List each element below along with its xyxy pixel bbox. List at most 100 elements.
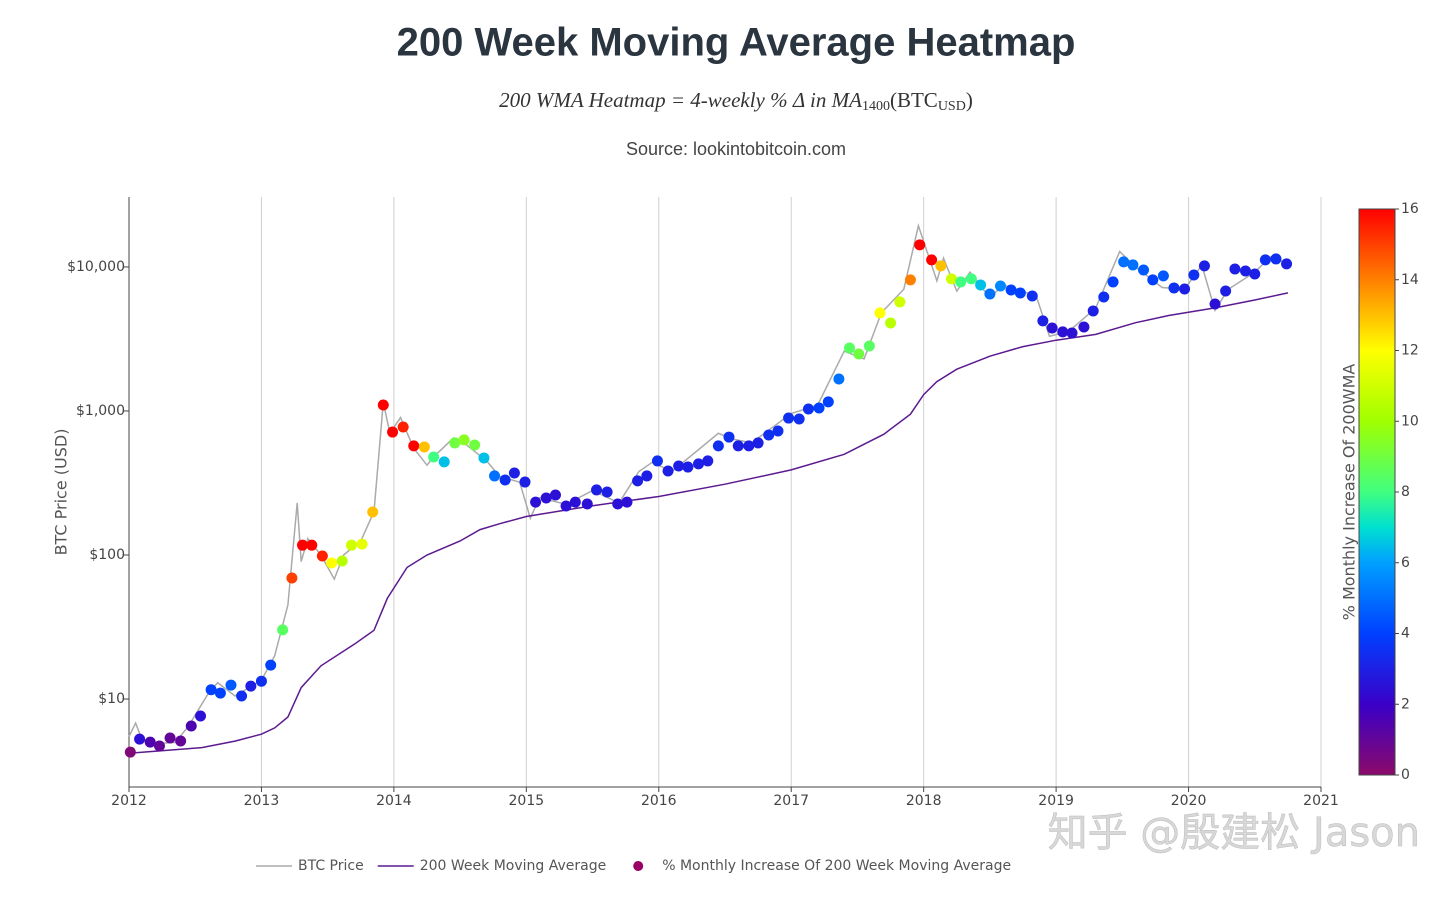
point	[1198, 260, 1210, 272]
point	[449, 437, 461, 449]
point	[185, 720, 197, 732]
point	[1270, 253, 1282, 265]
subtitle-part: 200 WMA Heatmap = 4-weekly % Δ in MA	[499, 88, 862, 112]
point	[1014, 287, 1026, 299]
colorbar-tick-label: 2	[1401, 696, 1410, 712]
subtitle-part: USD	[938, 99, 966, 114]
point	[144, 736, 156, 748]
point	[195, 710, 207, 722]
point	[1229, 263, 1241, 275]
point	[346, 539, 358, 551]
point	[1168, 282, 1180, 294]
point	[1188, 269, 1200, 281]
point	[984, 288, 996, 300]
point	[306, 539, 318, 551]
colorbar-title: % Monthly Increase Of 200WMA	[1340, 364, 1359, 621]
plot-area	[124, 223, 1293, 758]
point	[458, 434, 470, 446]
point	[297, 539, 309, 551]
point	[772, 425, 784, 437]
point	[438, 456, 450, 468]
point	[874, 307, 886, 319]
point	[164, 732, 176, 744]
point	[540, 492, 552, 504]
point	[175, 735, 187, 747]
point	[822, 396, 834, 408]
point	[286, 572, 298, 584]
colorbar	[1358, 208, 1396, 776]
point	[1179, 283, 1191, 295]
colorbar-tick-label: 0	[1401, 767, 1410, 783]
point	[1259, 254, 1271, 266]
point	[994, 280, 1006, 292]
point	[428, 451, 440, 463]
point	[732, 440, 744, 452]
point	[935, 260, 947, 272]
point	[965, 273, 977, 285]
point	[651, 455, 663, 467]
point	[1057, 326, 1069, 338]
point	[904, 274, 916, 286]
point	[499, 474, 511, 486]
point	[863, 340, 875, 352]
x-tick-label: 2016	[641, 793, 677, 809]
point	[326, 557, 338, 569]
point	[277, 624, 289, 636]
point	[673, 460, 685, 472]
point	[1127, 259, 1139, 271]
point	[236, 690, 248, 702]
point	[387, 426, 399, 438]
point	[1240, 265, 1252, 277]
point	[894, 296, 906, 308]
point	[1087, 305, 1099, 317]
point	[418, 441, 430, 453]
point	[214, 687, 226, 699]
point	[945, 273, 957, 285]
chart-title: 200 Week Moving Average Heatmap	[397, 21, 1076, 65]
point	[581, 498, 593, 510]
y-tick-label: $10,000	[67, 259, 125, 275]
x-tick-label: 2015	[509, 793, 545, 809]
point	[265, 659, 277, 671]
point	[975, 279, 987, 291]
point	[662, 465, 674, 477]
colorbar-tick-label: 10	[1401, 413, 1419, 429]
point	[1098, 291, 1110, 303]
colorbar-tick-label: 6	[1401, 555, 1410, 571]
point	[245, 680, 257, 692]
point	[397, 421, 409, 433]
point	[478, 452, 490, 464]
point	[712, 440, 724, 452]
point	[489, 470, 501, 482]
point	[1138, 264, 1150, 276]
watermark: 知乎 @殷建松 Jason	[1048, 810, 1420, 856]
subtitle-part: (BTC	[890, 88, 938, 112]
point	[367, 506, 379, 518]
x-tick-label: 2017	[773, 793, 809, 809]
point	[549, 489, 561, 501]
point	[632, 475, 644, 487]
x-tick-label: 2021	[1303, 793, 1339, 809]
point	[1147, 274, 1159, 286]
point	[153, 740, 165, 752]
point	[569, 496, 581, 508]
point	[1005, 284, 1017, 296]
legend-item: % Monthly Increase Of 200 Week Moving Av…	[633, 858, 1011, 874]
legend-item: BTC Price	[256, 858, 364, 874]
x-tick-label: 2014	[376, 793, 412, 809]
point	[1157, 270, 1169, 282]
point	[601, 486, 613, 498]
colorbar-tick-label: 12	[1401, 343, 1419, 359]
point	[955, 276, 967, 288]
legend-swatch	[633, 861, 644, 871]
subtitle: 200 WMA Heatmap = 4-weekly % Δ in MA1400…	[499, 88, 973, 114]
y-tick-label: $10	[98, 691, 125, 707]
point	[316, 550, 328, 562]
point	[336, 555, 348, 567]
source: Source: lookintobitcoin.com	[626, 139, 846, 159]
x-tick-label: 2020	[1171, 793, 1207, 809]
point	[763, 429, 775, 441]
point	[519, 476, 531, 488]
y-tick-label: $1,000	[76, 403, 125, 419]
subtitle-part: )	[966, 88, 973, 112]
